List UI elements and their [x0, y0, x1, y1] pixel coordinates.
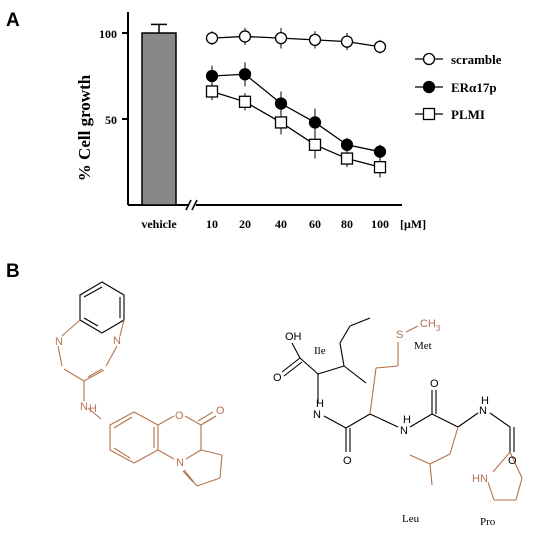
data-point [238, 30, 252, 43]
legend-item: ERα17p [415, 80, 497, 95]
data-point [274, 32, 288, 45]
peptide-backbone [281, 317, 515, 452]
atom-o1: O [343, 455, 352, 467]
legend-item: PLMI [415, 107, 485, 122]
y-axis-label: % Cell growth [75, 74, 94, 181]
atom-o-ring: O [175, 410, 184, 422]
series-line [211, 35, 381, 48]
atom-ch3: CH3 [420, 318, 441, 333]
x-ticks: 10 20 40 60 80 100 [206, 217, 389, 231]
data-point [340, 35, 354, 48]
residue-leu: Leu [402, 513, 420, 525]
data-point [308, 116, 322, 129]
quinoxaline-compound-structure: N N N H O O N [55, 281, 225, 487]
atom-n-right: N [113, 335, 121, 347]
data-point [308, 138, 322, 151]
data-point [205, 32, 219, 45]
data-point [238, 68, 252, 81]
y-tick-label: 100 [99, 27, 117, 41]
quinoxaline-benzo-ring [79, 281, 125, 334]
x-tick-label-vehicle: vehicle [141, 217, 177, 231]
x-tick-label: 60 [309, 217, 321, 231]
atom-hn: HN [472, 473, 488, 485]
legend-item: scramble [415, 52, 502, 67]
atom-nh-n: N [80, 401, 88, 413]
residue-ile: Ile [314, 345, 326, 357]
atom-n-ring: N [176, 457, 184, 469]
data-point [373, 40, 387, 53]
atom-o-carbonyl: O [216, 405, 225, 417]
legend: scramble ERα17p PLMI [415, 52, 502, 122]
x-tick-label: 40 [275, 217, 287, 231]
residue-pro: Pro [480, 516, 496, 528]
residue-met: Met [414, 340, 432, 352]
atom-o-acid: O [273, 372, 282, 384]
data-point [205, 69, 219, 83]
atom-nh2-n: N [400, 425, 408, 437]
legend-marker [422, 52, 436, 66]
peptide-side-chains [369, 325, 523, 501]
legend-label: scramble [451, 52, 502, 67]
data-point [373, 145, 387, 158]
y-ticks: 50 100 [99, 27, 128, 127]
legend-label: ERα17p [451, 80, 497, 95]
data-point [373, 161, 387, 174]
data-point [340, 138, 354, 151]
atom-o3: O [508, 455, 517, 467]
data-point [274, 116, 288, 129]
atom-s: S [396, 329, 403, 341]
legend-marker [422, 80, 436, 94]
vehicle-bar [141, 32, 177, 206]
pyrazine-ring [57, 319, 223, 487]
peptide-structure: OH O H N O H N O H N O Ile Met Leu Pro S… [273, 317, 523, 528]
data-point [340, 152, 354, 165]
data-point [274, 97, 288, 110]
atom-nh1-h: H [316, 398, 324, 410]
atom-nh-h: H [89, 403, 97, 415]
atom-n-top: N [55, 336, 63, 348]
data-point [238, 95, 252, 108]
legend-label: PLMI [451, 107, 485, 122]
x-tick-label: 20 [239, 217, 251, 231]
axis-break-marks [185, 199, 198, 211]
x-tick-label: 10 [206, 217, 218, 231]
atom-oh: OH [285, 331, 302, 343]
x-unit-label: [μM] [400, 217, 426, 231]
panel-b-label: B [6, 261, 20, 282]
series-line [211, 73, 381, 153]
series-open-circle [205, 27, 387, 54]
atom-nh1-n: N [313, 409, 321, 421]
atom-nh3-h: H [481, 395, 489, 407]
x-tick-label: 80 [341, 217, 353, 231]
vehicle-bar-group: vehicle [141, 23, 177, 231]
y-tick-label: 50 [105, 113, 117, 127]
atom-o2: O [430, 378, 439, 390]
x-tick-label: 100 [371, 217, 389, 231]
legend-marker [422, 107, 436, 121]
series-open-square [205, 82, 387, 178]
panel-a-label: A [6, 10, 20, 31]
data-point [205, 85, 219, 98]
atom-nh3-n: N [479, 405, 487, 417]
atom-nh2-h: H [403, 414, 411, 426]
data-point [308, 33, 322, 47]
series-filled-circle [205, 62, 387, 159]
series-line [211, 90, 381, 168]
series-group [205, 27, 387, 178]
